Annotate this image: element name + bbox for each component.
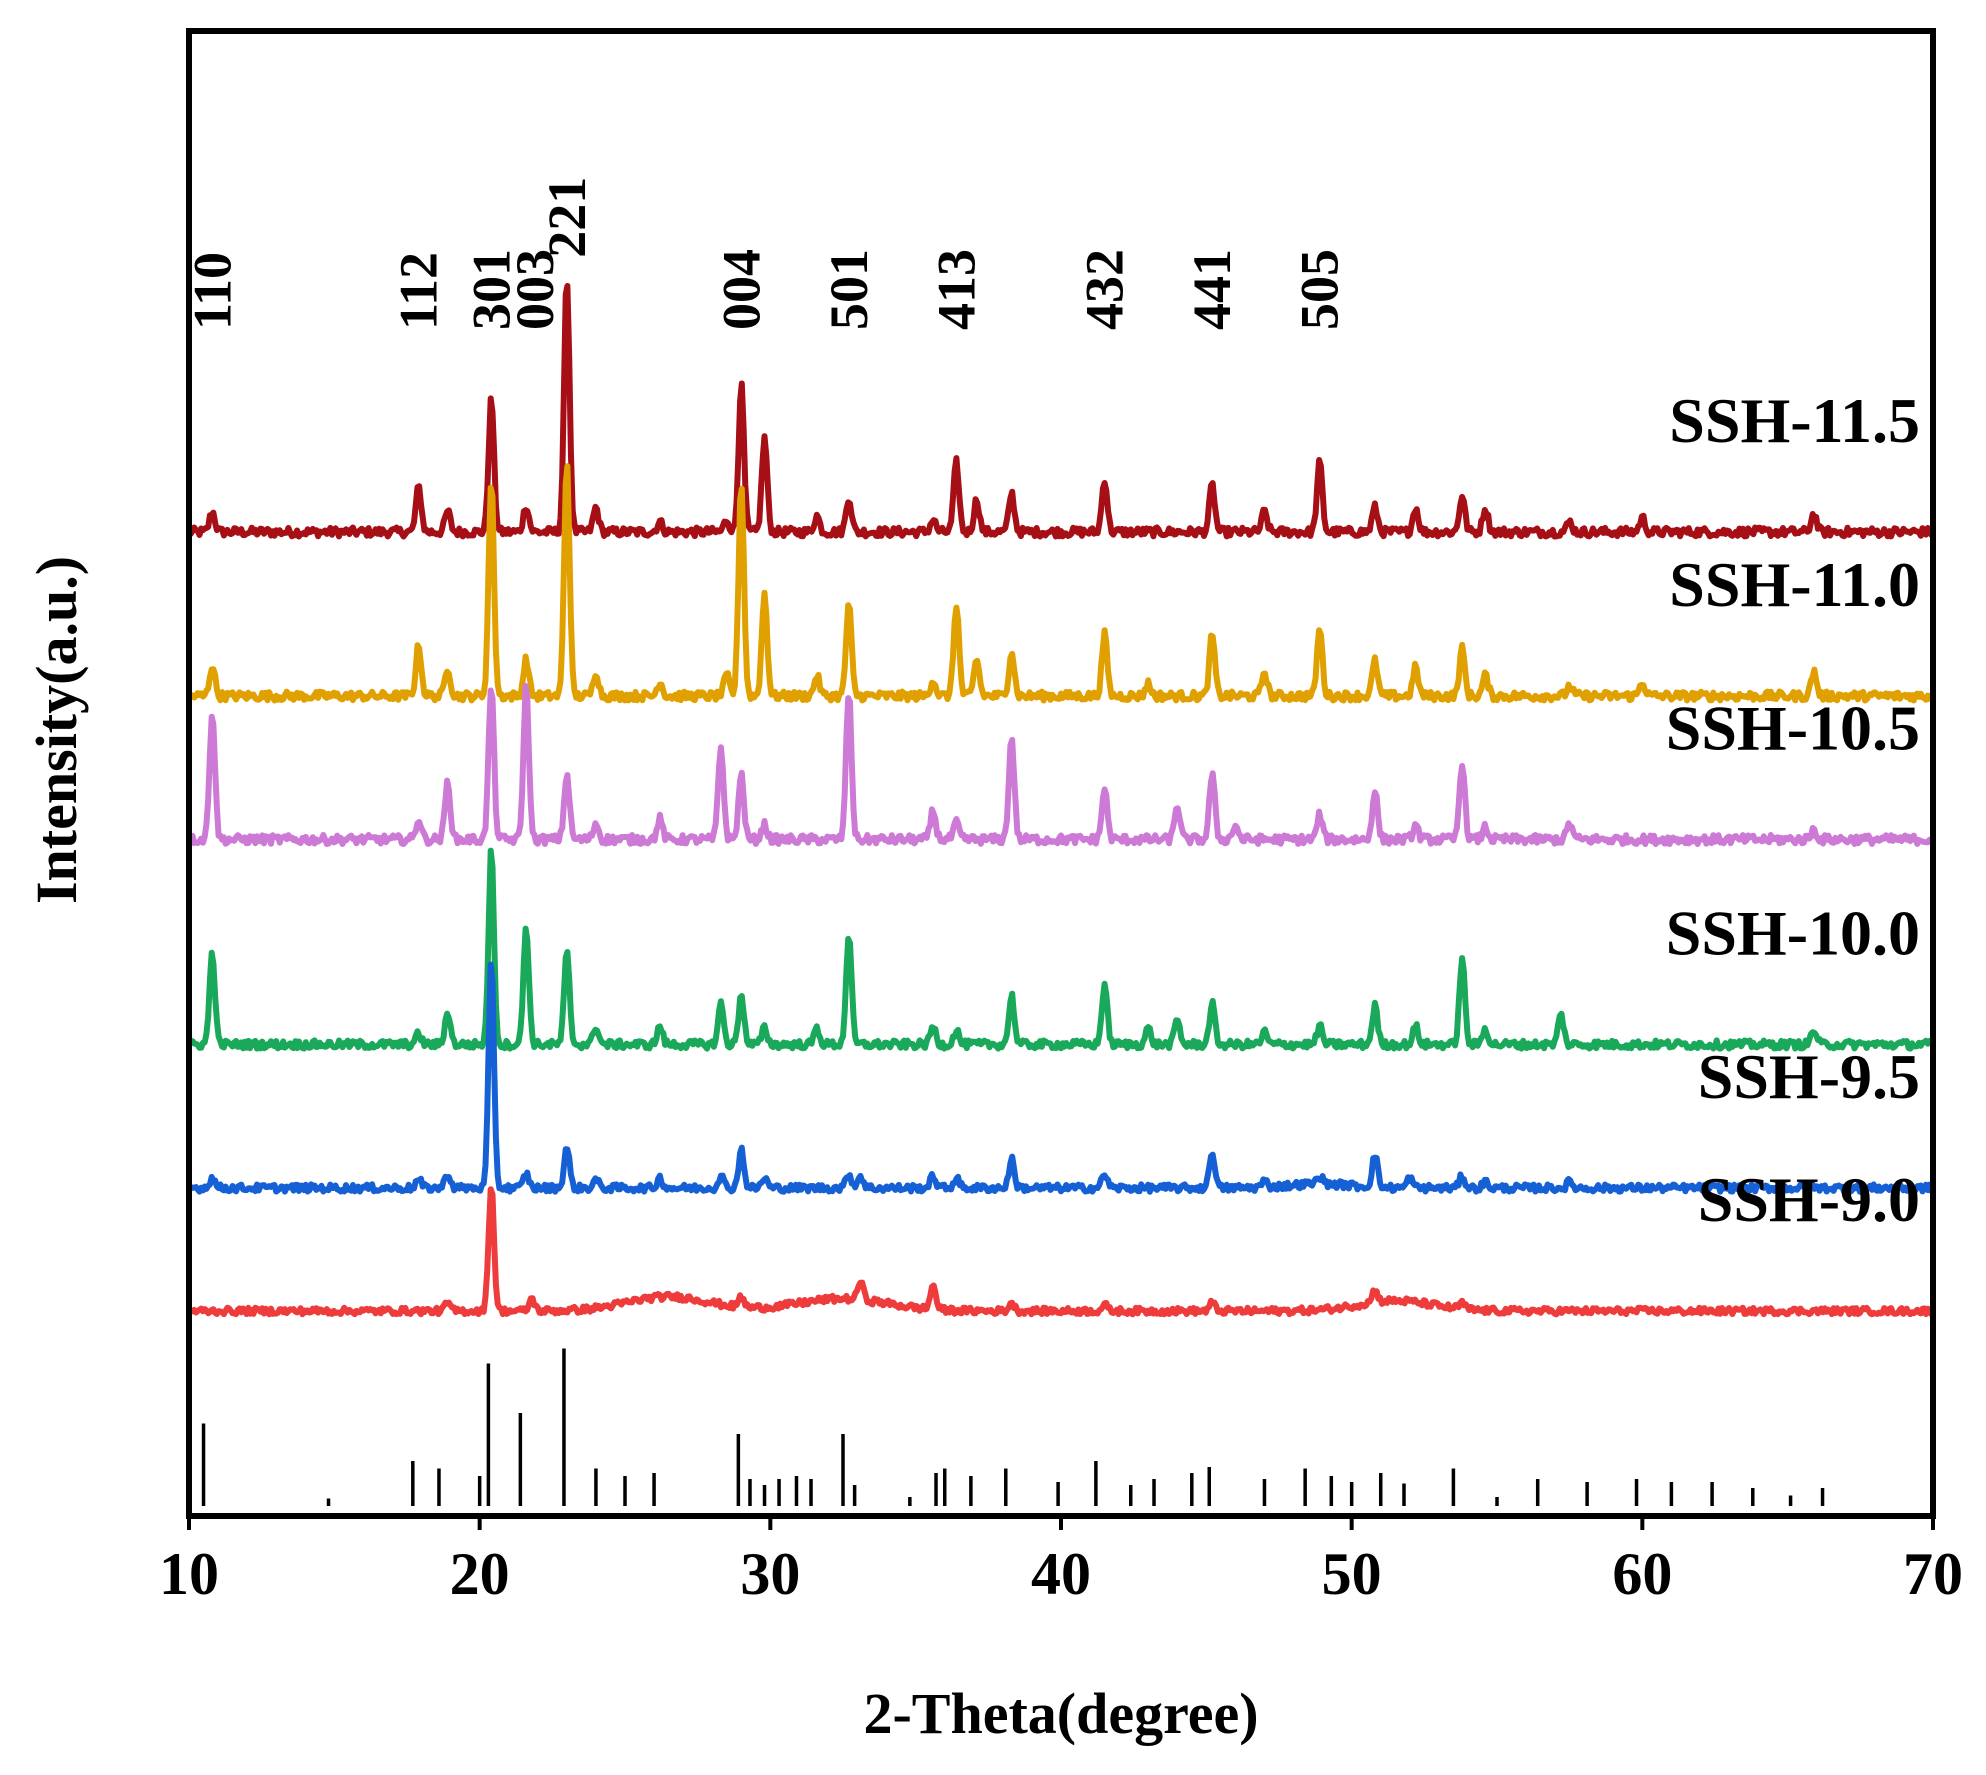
x-tick-label-10: 10 xyxy=(159,1541,219,1607)
series-label-ssh-10.5: SSH-10.5 xyxy=(1666,693,1920,764)
peak-label-505: 505 xyxy=(1290,249,1350,330)
reference-pattern xyxy=(201,1348,1825,1506)
x-tick-label-40: 40 xyxy=(1031,1541,1091,1607)
trace-ssh-10.5 xyxy=(186,683,1936,847)
series-label-ssh-11.0: SSH-11.0 xyxy=(1669,549,1920,620)
peak-label-221: 221 xyxy=(537,177,597,258)
peak-label-003: 003 xyxy=(505,249,565,330)
y-axis-title: Intensity(a.u.) xyxy=(24,556,89,904)
trace-ssh-11.0 xyxy=(186,463,1936,704)
x-tick-label-50: 50 xyxy=(1322,1541,1382,1607)
peak-label-301: 301 xyxy=(461,249,521,330)
peak-label-110: 110 xyxy=(182,252,242,330)
series-traces xyxy=(186,283,1936,1318)
series-label-ssh-11.5: SSH-11.5 xyxy=(1669,385,1920,456)
peak-label-441: 441 xyxy=(1182,249,1242,330)
trace-ssh-9.0 xyxy=(186,1186,1936,1318)
peak-label-413: 413 xyxy=(926,249,986,330)
x-tick-label-70: 70 xyxy=(1903,1541,1963,1607)
trace-ssh-11.5 xyxy=(186,283,1936,540)
series-labels: SSH-11.5 SSH-11.0 SSH-10.5 SSH-10.0 SSH-9.5 S… xyxy=(1666,385,1920,1235)
peak-label-501: 501 xyxy=(819,249,879,330)
plot-frame xyxy=(186,28,1936,1519)
trace-ssh-10.0 xyxy=(186,847,1936,1052)
peak-label-112: 112 xyxy=(389,252,449,330)
series-label-ssh-9.0: SSH-9.0 xyxy=(1698,1164,1920,1235)
series-label-ssh-10.0: SSH-10.0 xyxy=(1666,898,1920,969)
peak-label-004: 004 xyxy=(711,249,771,330)
peak-label-432: 432 xyxy=(1075,249,1135,330)
x-axis-title: 2-Theta(degree) xyxy=(863,1681,1258,1746)
x-tick-label-60: 60 xyxy=(1612,1541,1672,1607)
x-axis: 10 20 30 40 50 60 70 xyxy=(159,1516,1963,1607)
x-tick-label-20: 20 xyxy=(450,1541,510,1607)
x-tick-label-30: 30 xyxy=(740,1541,800,1607)
series-label-ssh-9.5: SSH-9.5 xyxy=(1698,1041,1920,1112)
trace-ssh-9.5 xyxy=(186,961,1936,1195)
